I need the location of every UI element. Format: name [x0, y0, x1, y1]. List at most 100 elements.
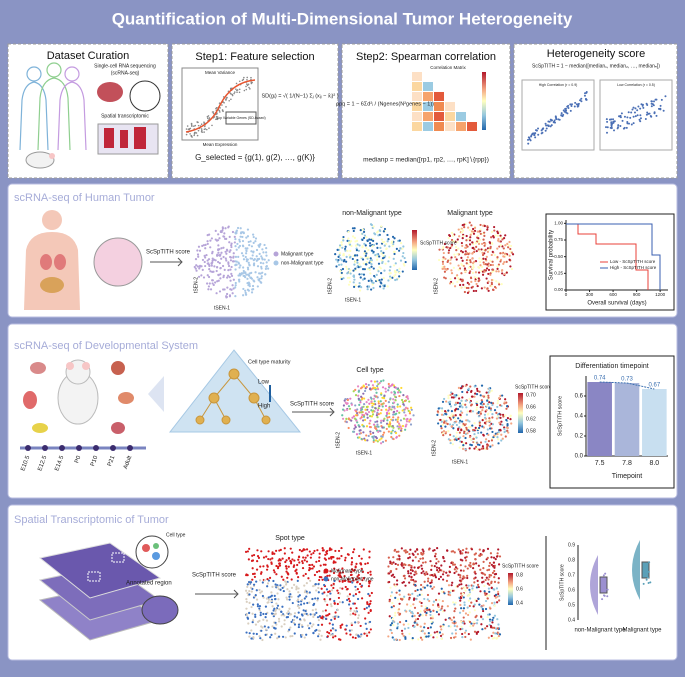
decor-dot	[479, 232, 482, 235]
decor-dot	[317, 586, 320, 590]
decor-dot	[461, 447, 465, 450]
decor-dot	[322, 549, 325, 552]
decor-dot	[194, 131, 196, 134]
decor-dot	[355, 607, 358, 610]
section-title: scRNA-seq of Human Tumor	[14, 192, 155, 204]
decor-dot	[476, 583, 480, 586]
decor-dot	[345, 265, 348, 268]
decor-dot	[206, 242, 209, 245]
decor-dot	[410, 578, 413, 582]
decor-dot	[252, 233, 255, 236]
decor-dot	[349, 249, 352, 252]
decor-dot	[265, 568, 269, 571]
decor-dot	[474, 392, 477, 395]
decor-dot	[477, 411, 480, 415]
decor-dot	[343, 258, 346, 262]
decor-dot	[507, 244, 510, 247]
decor-dot	[238, 280, 241, 283]
decor-dot	[440, 607, 443, 610]
decor-dot	[496, 436, 499, 439]
decor-dot	[354, 588, 357, 592]
decor-dot	[540, 132, 543, 135]
decor-dot	[234, 268, 237, 271]
decor-dot	[483, 413, 487, 416]
decor-dot	[585, 91, 588, 94]
decor-dot	[629, 116, 632, 119]
decor-dot	[452, 396, 455, 399]
decor-dot	[477, 237, 480, 240]
decor-dot	[466, 586, 469, 589]
decor-dot	[479, 441, 483, 444]
decor-dot	[475, 392, 479, 396]
decor-dot	[459, 603, 462, 607]
decor-dot	[248, 86, 250, 89]
decor-dot	[303, 597, 306, 600]
decor-dot	[349, 269, 352, 272]
decor-dot	[482, 261, 485, 264]
decor-dot	[398, 411, 401, 414]
decor-dot	[280, 625, 283, 628]
decor-dot	[271, 605, 274, 608]
decor-dot	[444, 431, 448, 434]
colorbar-ticks: 0.80.60.4	[516, 572, 523, 606]
decor-dot	[198, 267, 201, 270]
decor-dot	[511, 253, 515, 256]
decor-dot	[453, 253, 456, 256]
decor-dot	[445, 419, 448, 422]
value-label: 0.74	[594, 376, 606, 382]
plot-title: non-Malignant type	[342, 210, 402, 217]
decor-dot	[348, 254, 351, 257]
decor-dot	[361, 258, 365, 261]
decor-dot	[444, 425, 447, 428]
decor-dot	[606, 595, 609, 598]
decor-dot	[473, 581, 476, 584]
decor-dot	[369, 432, 372, 436]
decor-dot	[443, 560, 446, 563]
decor-dot	[397, 416, 400, 419]
decor-dot	[500, 420, 503, 423]
decor-dot	[625, 126, 628, 129]
decor-dot	[477, 240, 480, 244]
decor-dot	[398, 394, 401, 398]
decor-dot	[247, 558, 250, 561]
decor-dot	[363, 607, 366, 611]
decor-dot	[357, 266, 360, 269]
decor-dot	[212, 270, 215, 273]
decor-dot	[221, 104, 223, 106]
decor-dot	[468, 447, 471, 450]
decor-dot	[231, 292, 234, 295]
decor-dot	[393, 638, 396, 641]
decor-dot	[634, 107, 637, 110]
decor-dot	[366, 601, 369, 604]
decor-dot	[261, 257, 264, 260]
decor-dot	[396, 420, 399, 423]
decor-dot	[261, 271, 264, 274]
decor-dot	[351, 581, 354, 584]
decor-dot	[250, 76, 252, 79]
decor-dot	[355, 562, 358, 565]
decor-dot	[613, 129, 616, 132]
decor-dot	[211, 257, 214, 260]
decor-dot	[459, 596, 463, 600]
decor-dot	[636, 114, 639, 117]
decor-dot	[612, 120, 615, 123]
decor-dot	[291, 558, 294, 561]
decor-dot	[465, 262, 468, 265]
decor-dot	[245, 607, 248, 610]
decor-dot	[342, 254, 345, 257]
decor-dot	[385, 427, 388, 431]
decor-dot	[246, 266, 250, 269]
decor-dot	[371, 281, 374, 284]
decor-dot	[376, 230, 380, 233]
decor-dot	[248, 547, 251, 550]
decor-dot	[325, 588, 329, 591]
decor-dot	[436, 636, 439, 639]
decor-dot	[383, 240, 386, 244]
decor-dot	[429, 585, 432, 588]
decor-dot	[387, 425, 391, 428]
decor-dot	[454, 401, 458, 404]
decor-dot	[358, 436, 361, 439]
decor-dot	[360, 285, 363, 289]
decor-dot	[229, 256, 233, 259]
decor-dot	[370, 260, 373, 263]
